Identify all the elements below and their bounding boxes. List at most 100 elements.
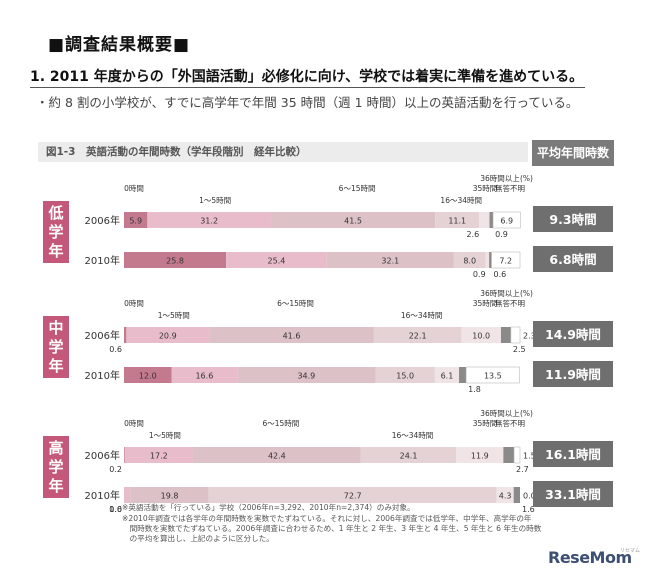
bar-segment <box>208 487 497 503</box>
value-label: 8.0 <box>463 257 476 266</box>
value-label: 15.0 <box>396 372 414 381</box>
bar-segment <box>435 212 480 228</box>
bar-segment <box>124 212 148 228</box>
average-box <box>533 441 613 467</box>
bar-segment <box>124 327 127 343</box>
category-label: 35時間 <box>473 299 498 308</box>
bar-segment <box>171 367 238 383</box>
bar-segment <box>124 367 172 383</box>
value-label: 0.2 <box>109 465 122 474</box>
category-label: 無答不明 <box>495 418 525 428</box>
value-label: 24.1 <box>400 452 418 461</box>
resemom-logo: ReseMom <box>548 548 632 567</box>
category-label: 16～34時間 <box>392 431 434 440</box>
group-label-char: 中 <box>48 319 63 337</box>
chart-group-1: 低学年 0時間 1～5時間 6～15時間 16～34時間 35時間36時間以上無答不明(%… <box>43 174 613 279</box>
value-label: 0.0 <box>523 492 536 501</box>
category-label: 16～34時間 <box>440 196 482 205</box>
group-label-char: 高 <box>48 439 63 457</box>
bar-segment <box>492 211 521 229</box>
year-label: 2006年 <box>85 329 120 342</box>
group-label-char: 年 <box>48 477 63 495</box>
value-label: 41.6 <box>283 332 301 341</box>
category-label: 36時間以上 <box>480 409 520 418</box>
bar-segment <box>124 487 131 503</box>
group-label-char: 低 <box>47 204 63 222</box>
category-label: 1～5時間 <box>149 431 181 440</box>
bar-segment <box>500 327 511 343</box>
value-label: 10.0 <box>472 332 490 341</box>
value-label: 0.0 <box>109 505 122 514</box>
value-label: 72.7 <box>344 492 362 501</box>
bar-segment <box>434 367 460 383</box>
bar-segment <box>270 212 436 228</box>
category-label: 0時間 <box>124 184 144 193</box>
value-label: 42.4 <box>268 452 286 461</box>
category-label: 6～15時間 <box>262 419 299 428</box>
unit-label: (%) <box>520 409 533 418</box>
average-value: 11.9時間 <box>545 367 601 382</box>
value-label: 17.2 <box>150 452 168 461</box>
category-label: 35時間 <box>473 184 498 193</box>
bar-segment <box>326 252 454 268</box>
value-label: 1.6 <box>109 505 122 514</box>
value-label: 0.9 <box>473 270 486 279</box>
value-label: 0.6 <box>109 345 122 354</box>
value-label: 31.2 <box>200 217 218 226</box>
value-label: 16.6 <box>195 372 213 381</box>
section-heading: 1. 2011 年度からの「外国語活動」必修化に向け、学校では着実に準備を進めて… <box>30 69 584 85</box>
bar-segment <box>491 251 521 269</box>
value-label: 7.2 <box>499 257 512 266</box>
average-box <box>533 361 613 387</box>
bar-segment <box>126 327 210 343</box>
value-label: 32.1 <box>381 257 399 266</box>
category-label: 無答不明 <box>495 183 525 193</box>
bar-segment <box>130 487 209 503</box>
bar-segment <box>489 252 492 268</box>
average-value: 14.9時間 <box>545 327 601 342</box>
category-label: 36時間以上 <box>480 174 520 183</box>
category-label: 無答不明 <box>495 298 525 308</box>
value-label: 2.3 <box>523 332 536 341</box>
average-box <box>533 246 613 272</box>
year-label: 2006年 <box>85 449 120 462</box>
value-label: 25.4 <box>268 257 286 266</box>
bar-segment <box>226 252 327 268</box>
chart-group-2: 中学年 0時間 1～5時間 6～15時間 16～34時間 35時間36時間以上無答不明(%… <box>43 289 613 394</box>
bar-segment <box>479 212 490 228</box>
bar-segment <box>513 446 521 464</box>
value-label: 34.9 <box>297 372 315 381</box>
average-box <box>533 321 613 347</box>
group-label-char: 学 <box>48 223 63 241</box>
bar-segment <box>459 367 467 383</box>
value-label: 2.6 <box>466 230 479 239</box>
value-label: 0.6 <box>493 270 506 279</box>
value-label: 1.5 <box>523 452 536 461</box>
bar-segment <box>124 447 193 463</box>
value-label: 2.5 <box>513 345 526 354</box>
average-value: 16.1時間 <box>545 447 601 462</box>
value-label: 1.8 <box>468 385 481 394</box>
figure-label: 図1-3 英語活動の年間時数（学年段階別 経年比較） <box>38 142 528 162</box>
category-label: 16～34時間 <box>401 311 443 320</box>
value-label: 41.5 <box>344 217 362 226</box>
group-badge <box>43 201 69 263</box>
category-label: 6～15時間 <box>277 299 314 308</box>
footnote-1: ※英語活動を「行っている」学校（2006年n=3,292、2010年n=2,37… <box>122 503 415 512</box>
footnote-4: の平均を算出し、上記のように区分した。 <box>122 534 274 543</box>
value-label: 22.1 <box>409 332 427 341</box>
value-label: 19.8 <box>161 492 179 501</box>
value-label: 25.8 <box>166 257 184 266</box>
bar-segment <box>237 367 376 383</box>
value-label: 11.9 <box>471 452 489 461</box>
bar-segment <box>496 487 514 503</box>
category-label: 36時間以上 <box>480 289 520 298</box>
average-value: 33.1時間 <box>545 487 601 502</box>
year-label: 2006年 <box>85 214 120 227</box>
bar-segment <box>124 447 125 463</box>
category-label: 1～5時間 <box>199 196 231 205</box>
unit-label: (%) <box>520 174 533 183</box>
heading-underline <box>30 87 585 88</box>
value-label: 1.6 <box>522 505 535 514</box>
bar-segment <box>510 326 521 344</box>
